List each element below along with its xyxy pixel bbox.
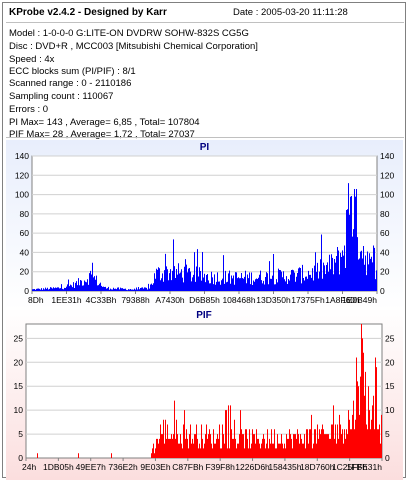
pif-x-tick-label: 49EE7h [76, 462, 107, 472]
pif-y-tick-right: 10 [385, 405, 395, 415]
pi-x-tick-label: 17375Fh [291, 295, 325, 305]
sampling-count: Sampling count : 110067 [9, 91, 114, 102]
title-divider [6, 22, 404, 23]
pi-x-tick-label: 79388h [121, 295, 150, 305]
pif-chart-title: PIF [196, 310, 212, 321]
pif-y-tick-left: 5 [18, 429, 23, 439]
pi-chart: PI 0 0 20 20 40 40 60 60 80 80 100 100 120 120 140 140 8D… [15, 142, 395, 305]
pi-y-tick-right: 100 [380, 190, 394, 200]
pif-y-tick-left: 10 [14, 405, 24, 415]
scan-info-panel: KProbe v2.4.2 - Designed by Karr Date : … [6, 4, 404, 140]
pi-y-tick-left: 20 [20, 267, 30, 277]
pif-y-tick-right: 0 [385, 453, 390, 463]
pi-x-tick-label: 108468h [222, 295, 255, 305]
pif-y-tick-left: 20 [14, 357, 24, 367]
pif-x-tick-label: 1DB05h [43, 462, 74, 472]
pi-y-tick-left: 120 [15, 170, 29, 180]
pi-y-tick-right: 60 [380, 228, 390, 238]
pif-x-tick-label: 1FBE31h [347, 462, 383, 472]
pi-x-tick-label: 4C33Bh [86, 295, 117, 305]
pif-x-tick-label: 24h [22, 462, 36, 472]
pi-chart-panel: PI 0 0 20 20 40 40 60 60 80 80 100 100 120 120 140 140 8D… [6, 140, 403, 310]
app-title: KProbe v2.4.2 - Designed by Karr [9, 7, 167, 18]
pi-stats: PI Max= 143 , Average= 6,85 , Total= 107… [9, 117, 200, 128]
pi-y-tick-right: 20 [380, 267, 390, 277]
pi-y-tick-right: 40 [380, 247, 390, 257]
ecc-sum: ECC blocks sum (PI/PIF) : 8/1 [9, 66, 136, 77]
pi-y-tick-left: 80 [20, 209, 30, 219]
pi-y-tick-left: 100 [15, 190, 29, 200]
scanned-range: Scanned range : 0 - 2110186 [9, 78, 132, 89]
pi-x-tick-label: 1E0B49h [342, 295, 377, 305]
pif-y-tick-left: 0 [18, 453, 23, 463]
pif-x-tick-label: 1C25FFh [332, 462, 368, 472]
pif-x-tick-label: 158435h [268, 462, 301, 472]
pif-stats: PIF Max= 28 , Average= 1,72 , Total= 270… [9, 129, 195, 140]
pif-chart-panel: PIF 0 0 5 5 10 10 15 15 20 20 25 25 24h 1DB05h 49EE7h 73… [6, 308, 403, 480]
error-count: Errors : 0 [9, 104, 49, 115]
disc-info: Disc : DVD+R , MCC003 [Mitsubishi Chemic… [9, 41, 258, 52]
pi-y-tick-right: 0 [380, 286, 385, 296]
pi-y-tick-right: 140 [380, 151, 394, 161]
pi-x-tick-label: 8Dh [28, 295, 44, 305]
pif-x-tick-label: 18D760h [300, 462, 335, 472]
pif-y-tick-right: 5 [385, 429, 390, 439]
scan-date: Date : 2005-03-20 11:11:28 [233, 7, 348, 18]
charts-divider [6, 137, 404, 138]
pi-y-tick-left: 60 [20, 228, 30, 238]
pi-x-tick-label: 1EE31h [51, 295, 82, 305]
drive-model: Model : 1-0-0-0 G:LITE-ON DVDRW SOHW-832… [9, 28, 249, 39]
pif-x-tick-label: C87FBh [172, 462, 203, 472]
pif-x-tick-label: 9E03Eh [140, 462, 171, 472]
pif-y-tick-right: 15 [385, 381, 395, 391]
speed-info: Speed : 4x [9, 54, 55, 65]
pif-x-tick-label: F39F8h [206, 462, 236, 472]
pi-x-tick-label: 1A8F60h [325, 295, 360, 305]
pif-y-tick-right: 20 [385, 357, 395, 367]
pi-y-tick-left: 0 [24, 286, 29, 296]
pi-y-tick-right: 120 [380, 170, 394, 180]
pi-y-tick-left: 140 [15, 151, 29, 161]
pif-x-tick-label: 1226D6h [235, 462, 270, 472]
pi-plot-area [31, 155, 378, 292]
pi-y-tick-right: 80 [380, 209, 390, 219]
pi-x-tick-label: 13D350h [256, 295, 291, 305]
pif-y-tick-left: 25 [14, 333, 24, 343]
pif-chart: PIF 0 0 5 5 10 10 15 15 20 20 25 25 24h 1DB05h 49EE7h 73… [14, 310, 395, 472]
pi-y-tick-left: 40 [20, 247, 30, 257]
pi-chart-title: PI [200, 142, 210, 153]
pif-y-tick-right: 25 [385, 333, 395, 343]
pif-x-tick-label: 736E2h [108, 462, 138, 472]
pi-x-tick-label: D6B85h [189, 295, 220, 305]
pi-x-tick-label: A7430h [155, 295, 185, 305]
pif-y-tick-left: 15 [14, 381, 24, 391]
